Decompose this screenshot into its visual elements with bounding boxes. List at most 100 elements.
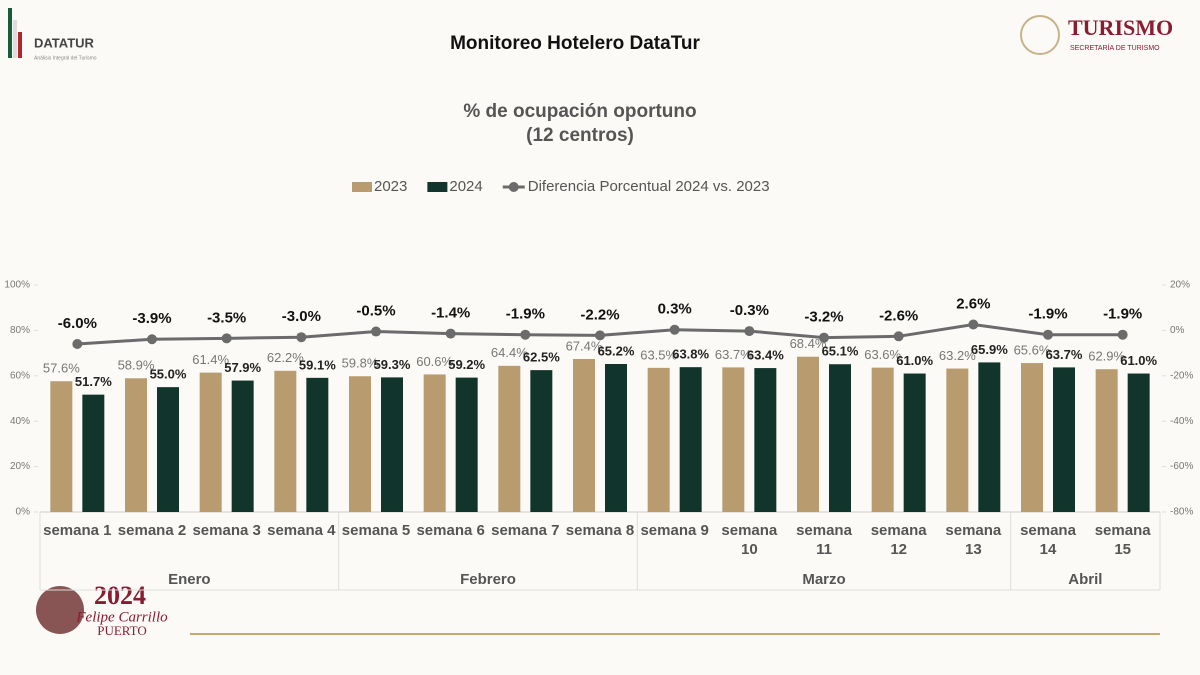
bar-value-label: 55.0% [150, 367, 187, 382]
bar-value-label: 64.4% [491, 345, 528, 360]
line-marker [1043, 329, 1053, 340]
bar-value-label: 63.2% [939, 348, 976, 363]
bar [231, 380, 254, 512]
x-tick-label: semana 11 [796, 522, 852, 558]
bar [423, 374, 446, 512]
x-tick-label: semana 12 [870, 522, 927, 558]
bar-value-label: 57.9% [224, 360, 261, 375]
group-label: Abril [1068, 571, 1102, 588]
bar [157, 387, 179, 512]
chart-subtitle: (12 centros) [526, 125, 634, 146]
flag-white [13, 20, 17, 58]
bar-value-label: 57.6% [43, 361, 80, 376]
flag-red [18, 32, 22, 58]
y2-tick-label: -40% [1170, 416, 1193, 427]
line-marker [371, 326, 381, 337]
bar-value-label: 67.4% [566, 338, 603, 353]
line-marker [1117, 329, 1128, 340]
y-tick-label: 100% [4, 280, 30, 291]
y-tick-label: 60% [10, 370, 30, 381]
bar-value-label: 65.6% [1014, 343, 1051, 358]
y-tick-label: 80% [10, 325, 30, 336]
x-tick-label: semana 7 [491, 522, 560, 539]
line-marker [744, 326, 755, 337]
footer-name: Felipe Carrillo [75, 609, 168, 625]
bar-value-label: 65.1% [822, 344, 859, 359]
emblem [1020, 15, 1060, 55]
x-tick-label: semana 4 [267, 522, 336, 539]
bar [722, 367, 745, 512]
bar-value-label: 62.9% [1088, 349, 1125, 364]
bar-value-label: 63.7% [715, 347, 752, 362]
x-tick-label: semana 10 [721, 522, 778, 558]
line-marker [520, 329, 531, 340]
footer-name2: PUERTO [97, 623, 147, 638]
line-value-label: -1.9% [1028, 306, 1067, 323]
bar-value-label: 61.0% [1120, 353, 1157, 368]
bar [349, 376, 371, 512]
bar-value-label: 59.2% [448, 357, 485, 372]
legend-swatch [352, 182, 372, 192]
bar [1053, 367, 1075, 512]
footer-year: 2024 [94, 581, 146, 610]
bar-value-label: 51.7% [75, 374, 112, 389]
bar [1021, 363, 1043, 512]
x-tick-label: semana 5 [341, 522, 411, 539]
line-marker [445, 328, 456, 339]
y-tick-label: 0% [16, 507, 31, 518]
bar [381, 377, 403, 512]
bar [125, 378, 147, 512]
page-title: Monitoreo Hotelero DataTur [450, 33, 700, 54]
bar-value-label: 63.5% [640, 347, 677, 362]
logo-right-sub: SECRETARÍA DE TURISMO [1070, 43, 1160, 52]
line-marker [595, 330, 605, 341]
bar [978, 362, 1001, 512]
y2-tick-label: -80% [1170, 507, 1193, 518]
bar [754, 368, 777, 512]
line-value-label: -2.2% [580, 306, 619, 323]
bar [679, 367, 702, 512]
line-value-label: -1.9% [506, 306, 545, 323]
line-value-label: 0.3% [658, 301, 692, 318]
bar [797, 356, 819, 512]
bar-value-label: 59.8% [342, 356, 379, 371]
bar [50, 381, 73, 512]
bar [455, 377, 478, 512]
bar [946, 368, 969, 512]
legend-swatch [427, 182, 448, 192]
bar [1127, 373, 1150, 512]
bar-value-label: 63.4% [747, 348, 784, 363]
legend-label: 2024 [449, 178, 482, 195]
x-tick-label: semana 2 [117, 522, 187, 539]
line-value-label: -0.3% [730, 302, 769, 319]
line-value-label: -1.4% [431, 305, 470, 322]
line-marker [968, 319, 979, 330]
y2-tick-label: 0% [1170, 325, 1185, 336]
bar [199, 372, 222, 512]
bar-value-label: 63.8% [672, 347, 709, 362]
line-value-label: -2.6% [879, 307, 918, 324]
legend-label: Diferencia Porcentual 2024 vs. 2023 [528, 178, 770, 195]
y2-tick-label: -60% [1170, 461, 1193, 472]
bar-value-label: 61.0% [896, 353, 933, 368]
line-value-label: -0.5% [356, 303, 395, 320]
bar-value-label: 65.2% [598, 343, 635, 358]
x-tick-label: semana 15 [1094, 522, 1151, 558]
line-marker [296, 332, 307, 343]
line-value-label: -3.2% [804, 309, 843, 326]
bar [1095, 369, 1118, 512]
bar [498, 365, 521, 512]
bar [274, 370, 297, 512]
y2-tick-label: -20% [1170, 370, 1193, 381]
y-tick-label: 20% [10, 461, 30, 472]
line-marker [221, 333, 232, 344]
x-tick-label: semana 3 [192, 522, 261, 539]
bar-value-label: 58.9% [118, 358, 155, 373]
bar [829, 364, 851, 512]
line-value-label: -3.5% [207, 309, 246, 326]
line-marker [147, 334, 157, 345]
flag-green [8, 8, 12, 58]
bar-value-label: 60.6% [416, 354, 453, 369]
x-tick-label: semana 13 [945, 522, 1002, 558]
bar-value-label: 61.4% [192, 352, 229, 367]
